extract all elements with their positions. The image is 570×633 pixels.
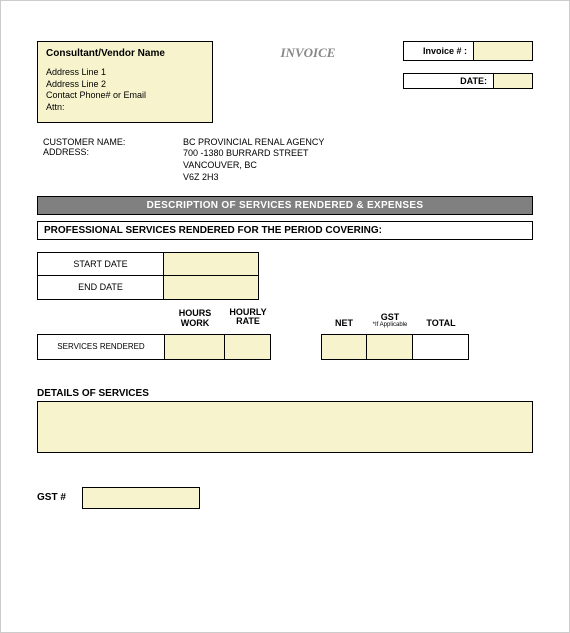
services-hours[interactable]: [165, 334, 225, 360]
invoice-page: Consultant/Vendor Name Address Line 1 Ad…: [0, 0, 570, 633]
services-gap: [271, 334, 321, 360]
col-rate-label: HOURLY RATE: [225, 308, 271, 328]
col-rate-line1: HOURLY: [229, 307, 266, 317]
invoice-heading: INVOICE: [281, 45, 336, 61]
col-gst-text: GST: [381, 312, 400, 322]
gst-row: GST #: [37, 487, 533, 509]
gst-number-label: GST #: [37, 492, 66, 503]
col-rate-line2: RATE: [236, 316, 260, 326]
end-date-label: END DATE: [38, 276, 164, 299]
col-spacer: [37, 308, 165, 328]
header-row: Consultant/Vendor Name Address Line 1 Ad…: [37, 41, 533, 123]
columns-header: HOURS WORK HOURLY RATE NET GST *If Appli…: [37, 308, 533, 328]
customer-block: CUSTOMER NAME: ADDRESS: BC PROVINCIAL RE…: [43, 137, 533, 184]
services-gst[interactable]: [367, 334, 413, 360]
details-box[interactable]: [37, 401, 533, 453]
customer-name-label: CUSTOMER NAME:: [43, 137, 183, 147]
date-value[interactable]: [494, 74, 532, 88]
vendor-contact: Contact Phone# or Email: [46, 90, 204, 102]
start-date-row: START DATE: [37, 252, 259, 276]
start-date-label: START DATE: [38, 253, 164, 275]
col-gap: [271, 308, 321, 328]
gst-number-value[interactable]: [82, 487, 200, 509]
vendor-address-1: Address Line 1: [46, 67, 204, 79]
details-label: DETAILS OF SERVICES: [37, 388, 533, 399]
vendor-address-2: Address Line 2: [46, 79, 204, 91]
date-label: DATE:: [404, 74, 494, 88]
section-bar: DESCRIPTION OF SERVICES RENDERED & EXPEN…: [37, 196, 533, 215]
col-net-label: NET: [321, 318, 367, 328]
period-table: START DATE END DATE: [37, 252, 259, 300]
date-field: DATE:: [403, 73, 533, 89]
customer-name: BC PROVINCIAL RENAL AGENCY: [183, 137, 324, 149]
services-net[interactable]: [321, 334, 367, 360]
start-date-value[interactable]: [164, 253, 258, 275]
col-gst-sub: *If Applicable: [369, 322, 411, 328]
sub-section-bar: PROFESSIONAL SERVICES RENDERED FOR THE P…: [37, 221, 533, 240]
customer-labels: CUSTOMER NAME: ADDRESS:: [43, 137, 183, 184]
vendor-attn: Attn:: [46, 102, 204, 114]
vendor-box: Consultant/Vendor Name Address Line 1 Ad…: [37, 41, 213, 123]
services-row: SERVICES RENDERED: [37, 334, 533, 360]
invoice-number-label: Invoice # :: [404, 42, 474, 60]
customer-address-label: ADDRESS:: [43, 147, 183, 157]
customer-values: BC PROVINCIAL RENAL AGENCY 700 -1380 BUR…: [183, 137, 324, 184]
right-fields: Invoice # : DATE:: [403, 41, 533, 89]
customer-address-3: V6Z 2H3: [183, 172, 324, 184]
invoice-number-field: Invoice # :: [403, 41, 533, 61]
vendor-title: Consultant/Vendor Name: [46, 48, 204, 59]
invoice-number-value[interactable]: [474, 42, 532, 60]
col-gst-label: GST *If Applicable: [367, 312, 413, 328]
customer-address-1: 700 -1380 BURRARD STREET: [183, 148, 324, 160]
services-rate[interactable]: [225, 334, 271, 360]
col-hours-label: HOURS WORK: [165, 308, 225, 328]
end-date-row: END DATE: [37, 276, 259, 300]
end-date-value[interactable]: [164, 276, 258, 299]
col-total-label: TOTAL: [413, 318, 469, 328]
services-total: [413, 334, 469, 360]
services-label: SERVICES RENDERED: [37, 334, 165, 360]
customer-address-2: VANCOUVER, BC: [183, 160, 324, 172]
